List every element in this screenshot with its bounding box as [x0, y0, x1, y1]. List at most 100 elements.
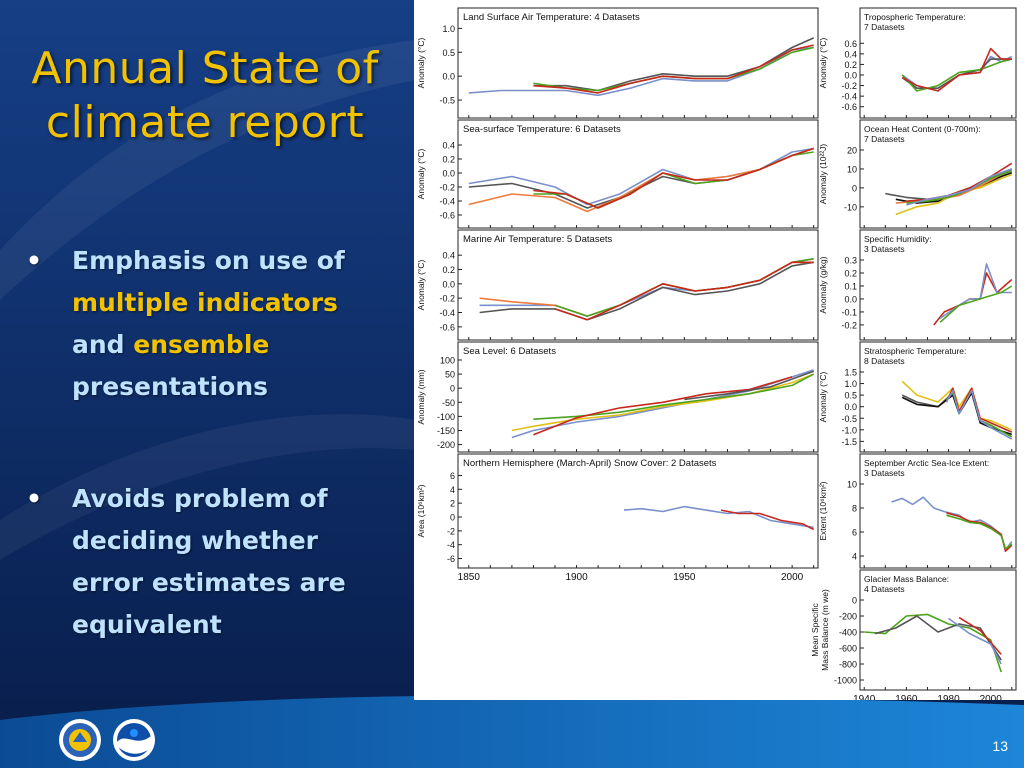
y-tick-label: -0.2	[841, 81, 857, 91]
y-axis-label: Mass Balance (m we)	[820, 589, 830, 671]
series-line	[468, 147, 814, 206]
series-line	[533, 44, 814, 94]
series-line	[874, 615, 1002, 661]
y-tick-label: -0.6	[439, 211, 455, 221]
y-tick-label: -1.0	[841, 425, 857, 435]
y-tick-label: 4	[450, 485, 455, 495]
y-tick-label: -0.2	[841, 320, 857, 330]
series-line	[468, 147, 814, 213]
series-line	[945, 389, 1013, 440]
series-line	[948, 617, 1002, 665]
panel-title: 3 Datasets	[864, 244, 905, 254]
x-tick-label: 1950	[673, 572, 696, 583]
y-tick-label: 50	[445, 370, 455, 380]
y-tick-label: -0.6	[439, 322, 455, 332]
y-axis-label: Anomaly (°C)	[416, 260, 426, 311]
y-tick-label: 0.0	[442, 279, 455, 289]
y-tick-label: 1.5	[844, 368, 857, 378]
panel-frame	[457, 229, 819, 341]
y-tick-label: -0.4	[439, 308, 455, 318]
y-tick-label: 8	[852, 504, 857, 514]
department-of-commerce-seal-icon	[59, 719, 101, 761]
panel-title: Tropospheric Temperature:	[864, 12, 966, 22]
y-axis-label: Anomaly (10²²J)	[818, 144, 828, 205]
slide-title: Annual State of climate report	[10, 42, 400, 150]
y-tick-label: 10	[847, 480, 857, 490]
y-tick-label: 0	[852, 183, 857, 193]
noaa-logo-icon	[113, 719, 155, 761]
y-tick-label: -100	[437, 412, 455, 422]
y-axis-label: Mean Specific	[810, 603, 820, 657]
panel-title: September Arctic Sea-Ice Extent:	[864, 458, 989, 468]
bullet-1-highlight-2: ensemble	[133, 330, 270, 359]
bullet-dot: •	[26, 246, 42, 275]
title-line-2: climate report	[45, 97, 365, 148]
y-tick-label: 6	[450, 471, 455, 481]
y-tick-label: -600	[839, 644, 857, 654]
y-tick-label: 4	[852, 552, 857, 562]
y-tick-label: -0.5	[841, 414, 857, 424]
series-line	[554, 261, 814, 321]
y-tick-label: -800	[839, 660, 857, 670]
series-line	[684, 370, 814, 401]
series-line	[479, 258, 814, 317]
bullet-1-part-2: and	[72, 330, 134, 359]
panel-title: Marine Air Temperature: 5 Datasets	[463, 234, 613, 245]
y-axis-label: Extent (10⁶km²)	[818, 481, 828, 540]
y-tick-label: 2	[450, 499, 455, 509]
series-line	[939, 263, 1012, 320]
y-axis-label: Anomaly (°C)	[416, 149, 426, 200]
y-tick-label: -0.1	[841, 307, 857, 317]
panel-frame	[859, 453, 1017, 569]
y-tick-label: -150	[437, 426, 455, 436]
bullet-dot: •	[26, 484, 42, 513]
y-tick-label: -0.4	[439, 197, 455, 207]
series-line	[468, 46, 814, 97]
panel-title: 3 Datasets	[864, 468, 905, 478]
series-line	[554, 258, 814, 317]
y-tick-label: 0.0	[442, 169, 455, 179]
x-tick-label: 1850	[458, 572, 481, 583]
panel-title: Glacier Mass Balance:	[864, 574, 949, 584]
title-line-1: Annual State of	[31, 43, 379, 94]
y-tick-label: -1000	[834, 676, 857, 686]
panel-frame	[859, 7, 1017, 119]
series-line	[511, 369, 814, 439]
y-axis-label: Anomaly (°C)	[416, 38, 426, 89]
panel-title: 8 Datasets	[864, 356, 905, 366]
y-tick-label: -0.6	[841, 102, 857, 112]
panel-frame	[859, 229, 1017, 341]
y-tick-label: -1.5	[841, 437, 857, 447]
y-tick-label: -4	[447, 540, 455, 550]
climate-indicators-figure: Land Surface Air Temperature: 4 Datasets…	[414, 0, 1024, 700]
series-line	[533, 147, 814, 209]
y-tick-label: 0.0	[844, 294, 857, 304]
x-tick-label: 1940	[853, 694, 876, 700]
panel-title: Northern Hemisphere (March-April) Snow C…	[463, 458, 717, 469]
series-line	[891, 496, 1013, 551]
panel-title: Stratospheric Temperature:	[864, 346, 966, 356]
series-line	[479, 261, 814, 317]
y-tick-label: 0.2	[442, 155, 455, 165]
panel-title: Sea-surface Temperature: 6 Datasets	[463, 124, 621, 135]
y-tick-label: -0.2	[439, 183, 455, 193]
panel-frame	[457, 453, 819, 569]
panel-frame	[457, 119, 819, 229]
panel-frame	[859, 341, 1017, 453]
series-line	[511, 373, 814, 432]
y-tick-label: 1.0	[844, 379, 857, 389]
panel-title: Land Surface Air Temperature: 4 Datasets	[463, 12, 640, 23]
y-tick-label: 20	[847, 146, 857, 156]
panel-frame	[859, 569, 1017, 691]
panel-title: 4 Datasets	[864, 584, 905, 594]
series-line	[623, 505, 814, 529]
y-tick-label: 0.0	[442, 72, 455, 82]
bullet-1-part-3: presentations	[72, 372, 269, 401]
series-line	[906, 170, 1013, 204]
y-tick-label: 0.3	[844, 256, 857, 266]
y-tick-label: -200	[839, 612, 857, 622]
y-tick-label: 0.0	[844, 402, 857, 412]
series-line	[901, 380, 1013, 431]
y-tick-label: 10	[847, 164, 857, 174]
panel-title: 7 Datasets	[864, 22, 905, 32]
